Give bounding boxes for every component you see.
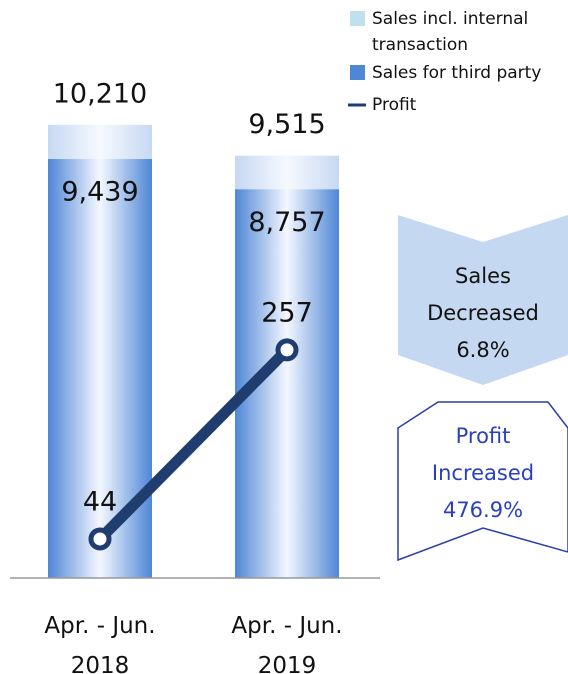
legend-swatch (350, 11, 365, 26)
x-tick-label: Apr. - Jun. 2018 (44, 613, 156, 674)
data-label: 8,757 (248, 207, 325, 238)
profit-callout-shape (397, 401, 568, 562)
sales-callout: Sales Decreased 6.8% (427, 264, 539, 362)
data-label: 9,439 (61, 177, 138, 208)
profit-point (275, 338, 299, 362)
data-label: 257 (261, 297, 313, 328)
legend-entry: Profit (372, 95, 417, 115)
legend-entry: Sales for third party (372, 63, 542, 83)
sales-callout-shape (398, 215, 568, 385)
profit-point (88, 527, 112, 551)
profit-callout: Profit Increased 476.9% (431, 424, 535, 522)
data-label: 44 (83, 486, 117, 517)
legend-swatch (350, 65, 365, 80)
data-label: 10,210 (53, 78, 147, 109)
profit-line (96, 345, 291, 543)
data-label: 9,515 (248, 109, 325, 140)
x-tick-label: Apr. - Jun. 2019 (231, 613, 343, 674)
legend-entry: Sales incl. internal transaction (372, 9, 529, 55)
